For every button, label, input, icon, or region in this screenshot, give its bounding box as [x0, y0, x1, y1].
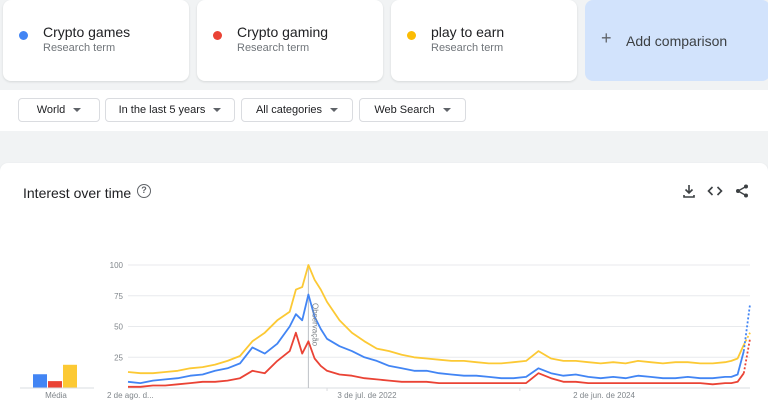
chart-grid: 100 75 50 25 2 de ago. d... 3 de jul. de 2022…: [107, 261, 750, 400]
chevron-down-icon: [213, 108, 222, 112]
series-line: [128, 331, 745, 388]
term-name: play to earn: [431, 24, 505, 40]
term-subtitle: Research term: [431, 42, 504, 54]
average-bar: [63, 364, 77, 388]
region-label: World: [36, 104, 66, 116]
time-range-dropdown[interactable]: In the last 5 years: [105, 98, 235, 122]
add-comparison-label: Add comparison: [626, 33, 728, 49]
time-range-label: In the last 5 years: [118, 104, 206, 116]
y-tick-label: 25: [114, 353, 123, 362]
series-color-dot: [407, 31, 416, 40]
plus-icon: +: [601, 28, 612, 48]
interest-over-time-card: Interest over time ? 100 75 50 25 2 de ago. …: [0, 163, 768, 411]
series-line: [127, 264, 745, 375]
average-bar: [48, 381, 62, 388]
share-icon[interactable]: [734, 183, 750, 199]
region-dropdown[interactable]: World: [18, 98, 100, 122]
term-subtitle: Research term: [43, 42, 116, 54]
filter-bar: World In the last 5 years All categories…: [0, 90, 768, 131]
chart-title: Interest over time: [23, 185, 132, 201]
search-type-dropdown[interactable]: Web Search: [359, 98, 466, 122]
chevron-down-icon: [73, 108, 82, 112]
series-line: [127, 293, 745, 385]
term-subtitle: Research term: [237, 42, 310, 54]
note-marker-label: Observação: [310, 303, 319, 347]
term-card-crypto-games[interactable]: Crypto games Research term: [3, 0, 189, 81]
chevron-down-icon: [442, 108, 451, 112]
series-color-dot: [213, 31, 222, 40]
category-label: All categories: [255, 104, 323, 116]
chevron-down-icon: [330, 108, 339, 112]
y-tick-label: 50: [114, 323, 123, 332]
category-dropdown[interactable]: All categories: [241, 98, 353, 122]
x-tick-label: 2 de ago. d...: [107, 391, 154, 400]
x-tick-label: 3 de jul. de 2022: [337, 391, 397, 400]
series-color-dot: [19, 31, 28, 40]
series-partial-line: [742, 338, 751, 374]
help-icon[interactable]: ?: [137, 184, 151, 198]
add-comparison-button[interactable]: + Add comparison: [585, 0, 768, 81]
search-type-label: Web Search: [374, 104, 435, 116]
y-tick-label: 100: [110, 261, 124, 270]
embed-code-icon[interactable]: [707, 183, 723, 199]
chart-series: [127, 264, 751, 388]
download-icon[interactable]: [681, 183, 697, 199]
term-name: Crypto gaming: [237, 24, 329, 40]
term-name: Crypto games: [43, 24, 131, 40]
term-card-crypto-gaming[interactable]: Crypto gaming Research term: [197, 0, 383, 81]
average-label: Média: [45, 391, 67, 400]
x-tick-label: 2 de jun. de 2024: [573, 391, 635, 400]
average-bar: [33, 374, 47, 388]
line-chart: 100 75 50 25 2 de ago. d... 3 de jul. de 2022…: [20, 261, 751, 400]
term-card-play-to-earn[interactable]: play to earn Research term: [391, 0, 577, 81]
average-bars: [20, 364, 94, 389]
y-tick-label: 75: [114, 292, 123, 301]
